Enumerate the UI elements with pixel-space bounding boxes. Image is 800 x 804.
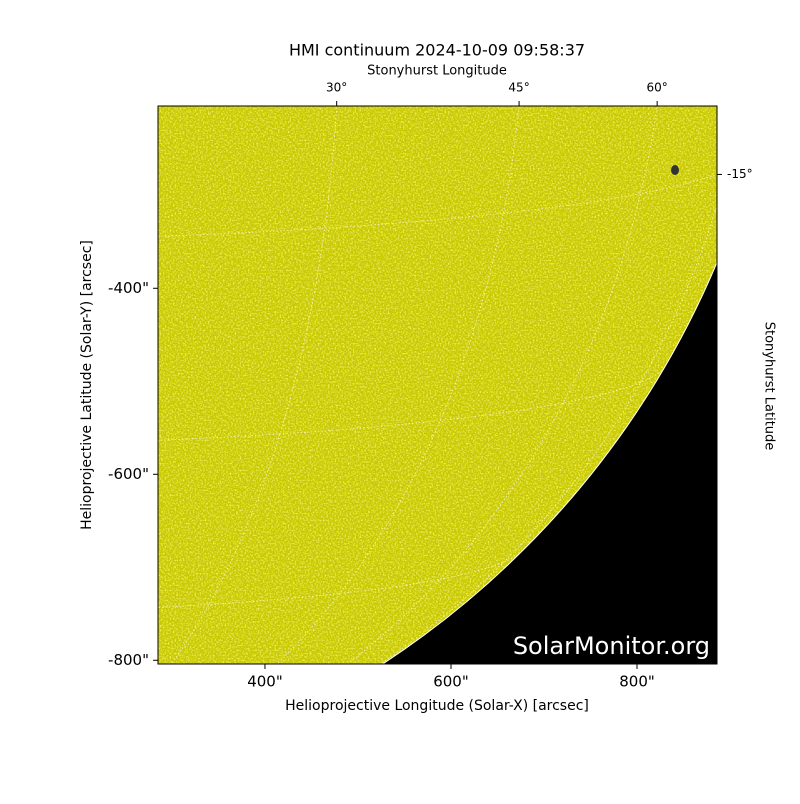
- plot-area: [0, 0, 787, 800]
- top-tick-label: 30°: [326, 81, 347, 95]
- chart-title: HMI continuum 2024-10-09 09:58:37: [289, 41, 585, 60]
- y-axis-label: Helioprojective Latitude (Solar-Y) [arcs…: [79, 240, 95, 530]
- right-tick-label: -15°: [727, 167, 753, 181]
- x-tick-label: 400": [247, 673, 283, 691]
- grid-line: [0, 696, 330, 735]
- sunspot: [671, 165, 679, 175]
- watermark: SolarMonitor.org: [513, 632, 710, 660]
- plot-frame: [157, 105, 718, 665]
- grid-line: [0, 785, 103, 800]
- grid-line: [0, 0, 124, 800]
- x-axis-label: Helioprojective Longitude (Solar-X) [arc…: [285, 698, 589, 714]
- x-tick-label: 800": [619, 673, 655, 691]
- top-axis-label: Stonyhurst Longitude: [367, 64, 507, 79]
- grid-line: [158, 366, 666, 441]
- y-tick-label: -800": [108, 651, 149, 669]
- grid-line: [158, 552, 521, 608]
- disk-texture: [158, 106, 717, 664]
- y-tick-label: -600": [108, 465, 149, 483]
- top-tick-label: 60°: [647, 81, 668, 95]
- x-tick-label: 600": [433, 673, 469, 691]
- grid-line: [0, 0, 787, 14]
- top-tick-label: 45°: [508, 81, 529, 95]
- y-tick-label: -400": [108, 279, 149, 297]
- grid-line: [346, 106, 658, 664]
- right-axis-label: Stonyhurst Latitude: [762, 322, 777, 451]
